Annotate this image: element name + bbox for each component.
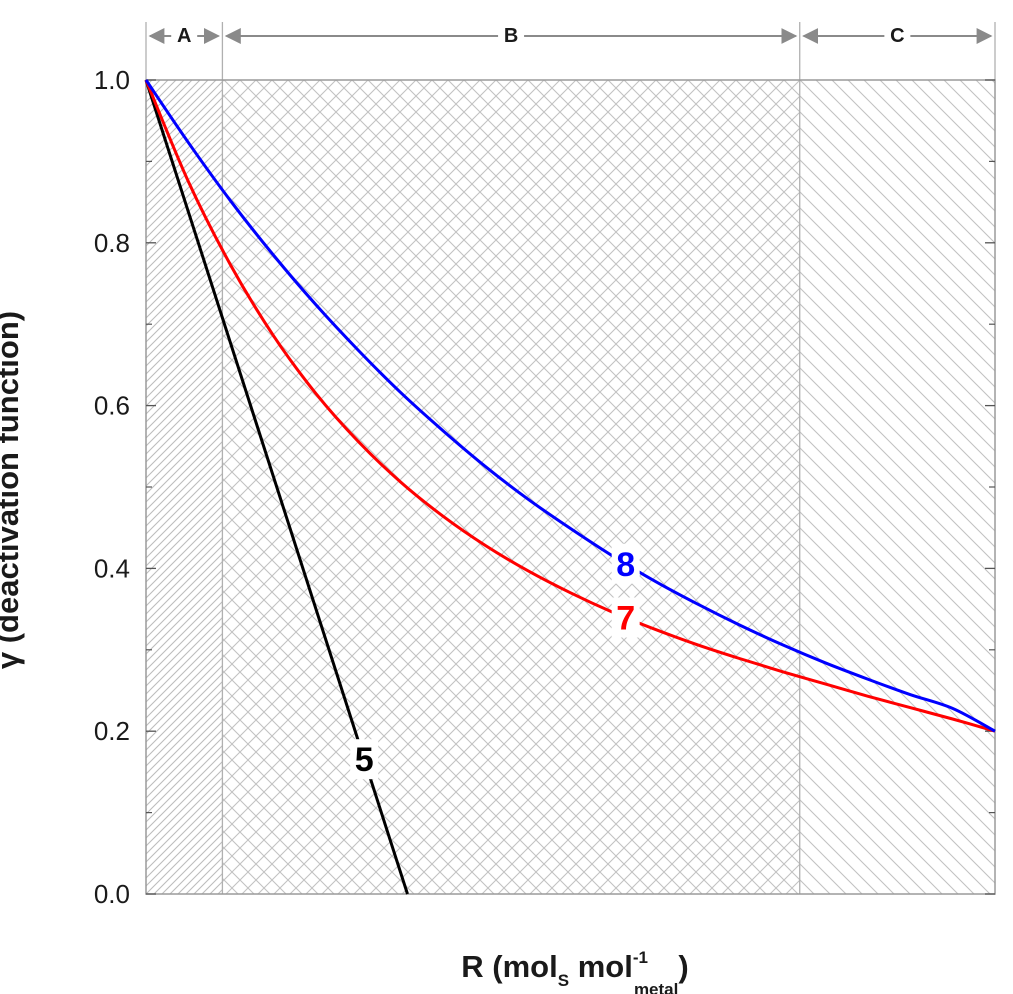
y-tick-label: 0.6	[94, 391, 130, 421]
series-label-5: 5	[355, 741, 374, 779]
y-tick-label: 0.8	[94, 228, 130, 258]
region-label-bg	[498, 24, 525, 46]
region-arrows: A B C	[148, 24, 993, 47]
y-tick-label: 0.2	[94, 716, 130, 746]
series-line-7	[144, 79, 996, 733]
x-axis-title-main: R (mol	[461, 949, 557, 984]
region-label-bg	[171, 24, 198, 46]
region-fills	[145, 22, 996, 894]
series-line-8	[144, 79, 996, 733]
series-label-8: 8	[616, 546, 635, 584]
axes: 0.0 0.2 0.4 0.6 0.8 1.0	[94, 65, 995, 909]
region-a-fill	[146, 80, 223, 894]
y-tick-label: 0.0	[94, 879, 130, 909]
region-c-fill	[799, 80, 995, 894]
x-axis-title-sub1: S	[558, 971, 569, 990]
region-a-label: A	[177, 25, 191, 47]
series-label-bg-8	[611, 543, 640, 584]
x-axis-title-sup: -1	[633, 948, 648, 967]
y-tick-label: 0.4	[94, 553, 130, 583]
x-axis-title-end: )	[678, 949, 688, 984]
region-c-label: C	[890, 25, 904, 47]
series-label-bg-7	[611, 597, 640, 638]
x-axis-title-sub2: metal	[634, 980, 678, 994]
y-tick-label: 1.0	[94, 65, 130, 95]
series-label-7: 7	[616, 599, 635, 637]
x-axis-title-mid: mol	[569, 949, 633, 984]
series-labels: 5 7 8	[350, 543, 640, 780]
region-b-label: B	[504, 25, 518, 47]
region-label-bg	[884, 24, 911, 46]
x-axis-title: R (molS mol-1 metal)	[461, 948, 688, 994]
y-axis-title: γ (deactivation function)	[0, 311, 25, 669]
series-label-bg-5	[350, 739, 379, 780]
